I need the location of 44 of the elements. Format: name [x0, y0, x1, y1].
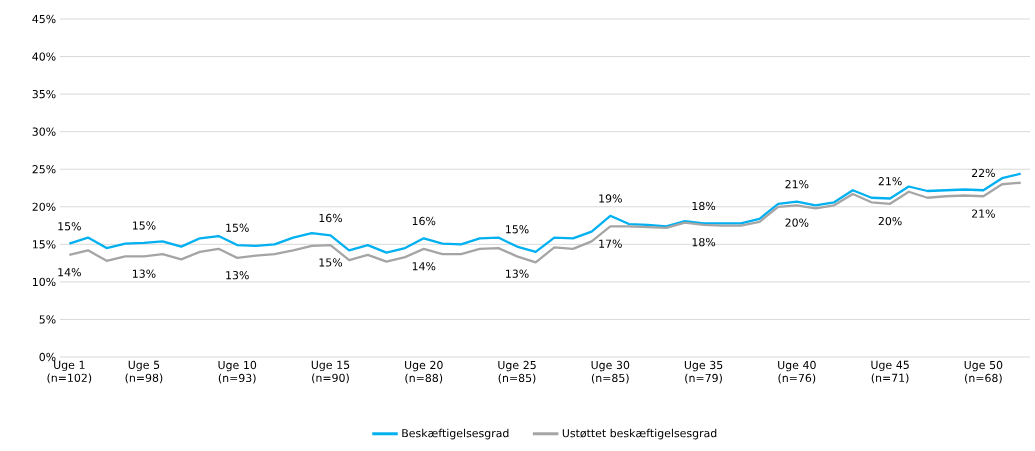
y-tick-label: 35% — [32, 89, 56, 99]
y-tick-label: 15% — [32, 240, 56, 249]
data-label: 18% — [692, 238, 716, 247]
data-label: 15% — [58, 222, 81, 231]
data-label: 15% — [506, 225, 529, 234]
x-tick-label: Uge 50 (n=68) — [964, 360, 1003, 384]
legend-label: Beskæftigelsesgrad — [402, 428, 509, 440]
data-label: 13% — [226, 271, 249, 280]
data-label: 14% — [412, 262, 436, 271]
x-tick-label: Uge 25 (n=85) — [498, 360, 536, 384]
data-label: 22% — [971, 168, 995, 178]
data-label: 13% — [132, 269, 156, 278]
y-tick-label: 45% — [32, 14, 56, 24]
y-tick-label: 40% — [32, 52, 56, 61]
y-tick-label: 5% — [39, 315, 56, 324]
data-label: 21% — [971, 209, 995, 218]
x-tick-label: Uge 30 (n=85) — [591, 360, 630, 384]
data-label: 18% — [692, 201, 716, 211]
data-label: 20% — [878, 216, 902, 226]
data-label: 15% — [226, 223, 249, 232]
data-label: 17% — [599, 239, 622, 248]
y-tick-label: 20% — [32, 202, 56, 211]
data-label: 20% — [785, 218, 809, 227]
x-tick-label: Uge 15 (n=90) — [311, 360, 350, 384]
data-label: 21% — [785, 180, 809, 189]
data-label: 15% — [132, 221, 156, 230]
legend-label: Ustøttet beskæftigelsesgrad — [562, 428, 717, 440]
data-label: 21% — [878, 177, 902, 186]
data-label: 15% — [319, 258, 343, 267]
y-tick-label: 25% — [32, 165, 56, 174]
data-label: 13% — [506, 269, 529, 278]
y-tick-label: 30% — [32, 127, 56, 136]
data-label: 16% — [412, 216, 436, 226]
x-tick-label: Uge 20 (n=88) — [405, 360, 443, 384]
x-tick-label: Uge 5 (n=98) — [125, 360, 163, 384]
y-tick-label: 0% — [39, 352, 56, 362]
data-label: 19% — [599, 194, 622, 203]
data-label: 14% — [58, 268, 81, 277]
x-tick-label: Uge 10 (n=93) — [218, 360, 257, 384]
data-label: 16% — [319, 213, 343, 223]
x-tick-label: Uge 45 (n=71) — [871, 360, 909, 384]
x-tick-label: Uge 40 (n=76) — [778, 360, 816, 384]
x-tick-label: Uge 35 (n=79) — [684, 360, 723, 384]
y-tick-label: 10% — [32, 277, 56, 287]
